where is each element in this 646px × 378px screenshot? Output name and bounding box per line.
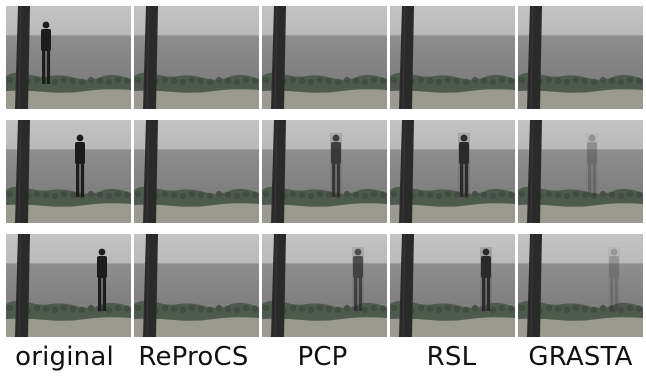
scene-image: [134, 120, 259, 223]
scene-frame-2-reprocs: [134, 120, 259, 223]
scene-image: [518, 6, 643, 109]
scene-frame-3-grasta: [518, 234, 643, 337]
palm-trunk: [399, 6, 414, 109]
palm-trunk: [15, 120, 30, 223]
palm-trunk: [527, 6, 542, 109]
palm-trunk: [527, 234, 542, 337]
column-label-pcp: PCP: [297, 342, 348, 372]
palm-trunk: [399, 120, 414, 223]
scene-image: [6, 234, 131, 337]
palm-trunk: [15, 234, 30, 337]
scene-frame-3-rsl: [390, 234, 515, 337]
scene-image: [262, 234, 387, 337]
person: [458, 133, 470, 199]
palm-trunk: [527, 120, 542, 223]
scene-frame-3-pcp: [262, 234, 387, 337]
scene-frame-3-original: [6, 234, 131, 337]
scene-image: [518, 120, 643, 223]
palm-trunk: [143, 6, 158, 109]
palm-trunk: [143, 234, 158, 337]
person: [480, 247, 492, 313]
palm-trunk: [271, 6, 286, 109]
scene-frame-2-rsl: [390, 120, 515, 223]
person: [41, 21, 51, 84]
scene-image: [390, 234, 515, 337]
scene-frame-3-reprocs: [134, 234, 259, 337]
column-label-grasta: GRASTA: [528, 342, 633, 372]
scene-frame-1-original: [6, 6, 131, 109]
scene-frame-1-rsl: [390, 6, 515, 109]
scene-frame-1-reprocs: [134, 6, 259, 109]
palm-trunk: [143, 120, 158, 223]
palm-trunk: [271, 234, 286, 337]
palm-trunk: [15, 6, 30, 109]
scene-frame-1-grasta: [518, 6, 643, 109]
column-label-reprocs: ReProCS: [138, 342, 249, 372]
scene-frame-2-original: [6, 120, 131, 223]
palm-trunk: [399, 234, 414, 337]
column-label-rsl: RSL: [426, 342, 477, 372]
scene-image: [262, 6, 387, 109]
palm-trunk: [271, 120, 286, 223]
scene-image: [390, 120, 515, 223]
scene-image: [518, 234, 643, 337]
scene-image: [6, 120, 131, 223]
column-label-original: original: [15, 342, 114, 372]
person: [608, 247, 620, 313]
person: [352, 247, 364, 313]
person: [330, 133, 342, 199]
person: [586, 133, 598, 199]
person: [75, 134, 85, 197]
person: [97, 248, 107, 311]
scene-frame-1-pcp: [262, 6, 387, 109]
scene-frame-2-pcp: [262, 120, 387, 223]
scene-frame-2-grasta: [518, 120, 643, 223]
scene-image: [262, 120, 387, 223]
scene-image: [6, 6, 131, 109]
scene-image: [134, 234, 259, 337]
scene-image: [134, 6, 259, 109]
scene-image: [390, 6, 515, 109]
